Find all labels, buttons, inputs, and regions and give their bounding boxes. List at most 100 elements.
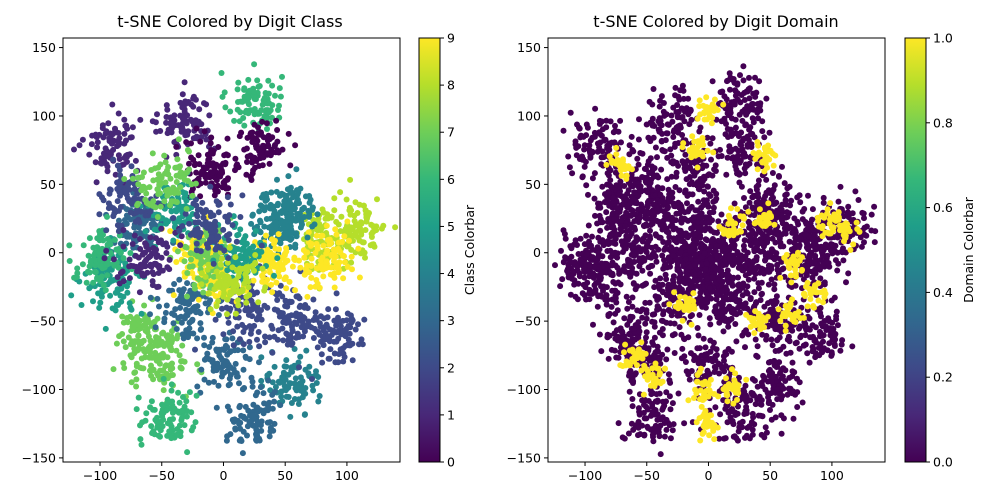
scatter-point bbox=[747, 131, 754, 138]
scatter-point bbox=[181, 194, 188, 201]
scatter-point bbox=[783, 350, 790, 357]
scatter-point bbox=[132, 157, 139, 164]
scatter-point bbox=[795, 244, 802, 251]
y-tick-label: 100 bbox=[32, 108, 56, 123]
scatter-point bbox=[739, 332, 746, 339]
scatter-point bbox=[277, 93, 284, 100]
scatter-point bbox=[313, 380, 320, 386]
scatter-point bbox=[167, 362, 174, 368]
scatter-point bbox=[186, 160, 192, 167]
scatter-point bbox=[309, 382, 316, 389]
scatter-point bbox=[299, 318, 306, 325]
scatter-point bbox=[115, 264, 122, 271]
scatter-point bbox=[198, 326, 205, 332]
scatter-point bbox=[227, 431, 234, 438]
scatter-point bbox=[135, 333, 142, 340]
scatter-point bbox=[177, 304, 184, 311]
x-tick-label: −100 bbox=[83, 468, 117, 483]
scatter-point bbox=[747, 397, 754, 404]
scatter-point bbox=[127, 313, 134, 320]
scatter-point bbox=[103, 247, 110, 254]
scatter-point bbox=[206, 344, 213, 350]
scatter-point bbox=[695, 198, 702, 205]
scatter-point bbox=[706, 171, 713, 178]
scatter-point bbox=[188, 243, 195, 250]
scatter-point bbox=[243, 274, 250, 281]
scatter-point bbox=[284, 303, 291, 310]
scatter-point bbox=[255, 421, 262, 428]
scatter-point bbox=[768, 378, 775, 385]
scatter-point bbox=[307, 196, 314, 203]
scatter-point bbox=[797, 199, 804, 206]
scatter-point bbox=[190, 156, 197, 163]
scatter-point bbox=[360, 202, 367, 209]
scatter-point bbox=[607, 118, 614, 125]
scatter-point bbox=[861, 215, 867, 222]
scatter-point bbox=[198, 258, 205, 265]
class-colorbar-label: Class Colorbar bbox=[462, 204, 477, 295]
scatter-point bbox=[226, 349, 233, 356]
scatter-point bbox=[114, 198, 121, 205]
scatter-point bbox=[291, 346, 298, 352]
scatter-point bbox=[283, 230, 290, 237]
scatter-point bbox=[246, 344, 253, 351]
scatter-point bbox=[247, 330, 254, 337]
scatter-point bbox=[799, 216, 806, 223]
scatter-point bbox=[746, 85, 753, 92]
scatter-point bbox=[718, 118, 725, 125]
scatter-point bbox=[133, 209, 140, 216]
scatter-point bbox=[765, 394, 772, 401]
scatter-point bbox=[265, 143, 272, 150]
scatter-point bbox=[195, 296, 202, 303]
scatter-point bbox=[266, 399, 273, 406]
scatter-point bbox=[150, 354, 157, 361]
scatter-point bbox=[86, 269, 93, 276]
scatter-point bbox=[282, 259, 289, 266]
scatter-point bbox=[650, 86, 657, 92]
scatter-point bbox=[749, 194, 756, 201]
scatter-point bbox=[761, 303, 768, 310]
scatter-point bbox=[728, 115, 735, 122]
scatter-point bbox=[128, 163, 135, 170]
scatter-point bbox=[778, 430, 785, 437]
scatter-point bbox=[250, 89, 257, 95]
scatter-point bbox=[242, 109, 249, 116]
scatter-point bbox=[352, 199, 359, 206]
scatter-point bbox=[195, 219, 202, 226]
scatter-point bbox=[149, 150, 156, 157]
scatter-point bbox=[651, 334, 658, 341]
scatter-point bbox=[774, 210, 781, 217]
scatter-point bbox=[269, 102, 276, 109]
scatter-point bbox=[837, 183, 844, 190]
scatter-point bbox=[778, 412, 785, 419]
scatter-point bbox=[738, 139, 744, 146]
scatter-point bbox=[757, 297, 764, 304]
scatter-point bbox=[670, 160, 676, 167]
scatter-point bbox=[752, 93, 759, 100]
scatter-point bbox=[788, 197, 795, 204]
scatter-point bbox=[236, 289, 242, 296]
scatter-point bbox=[83, 279, 90, 286]
scatter-point bbox=[676, 312, 683, 319]
scatter-point bbox=[266, 334, 273, 341]
scatter-point bbox=[280, 337, 287, 344]
scatter-point bbox=[200, 214, 207, 221]
scatter-point bbox=[241, 85, 248, 92]
scatter-point bbox=[305, 229, 312, 236]
scatter-point bbox=[169, 328, 175, 335]
scatter-point bbox=[92, 159, 99, 166]
scatter-point bbox=[304, 293, 311, 300]
scatter-point bbox=[167, 228, 174, 235]
scatter-point bbox=[227, 364, 234, 371]
scatter-point bbox=[159, 423, 166, 430]
scatter-point bbox=[110, 156, 117, 163]
scatter-point bbox=[214, 188, 221, 195]
scatter-point bbox=[663, 319, 670, 326]
scatter-point bbox=[194, 213, 201, 220]
scatter-point bbox=[240, 366, 247, 373]
scatter-point bbox=[120, 255, 127, 262]
scatter-point bbox=[249, 383, 256, 390]
scatter-point bbox=[148, 398, 155, 405]
scatter-point bbox=[736, 171, 743, 178]
scatter-point bbox=[324, 247, 331, 254]
